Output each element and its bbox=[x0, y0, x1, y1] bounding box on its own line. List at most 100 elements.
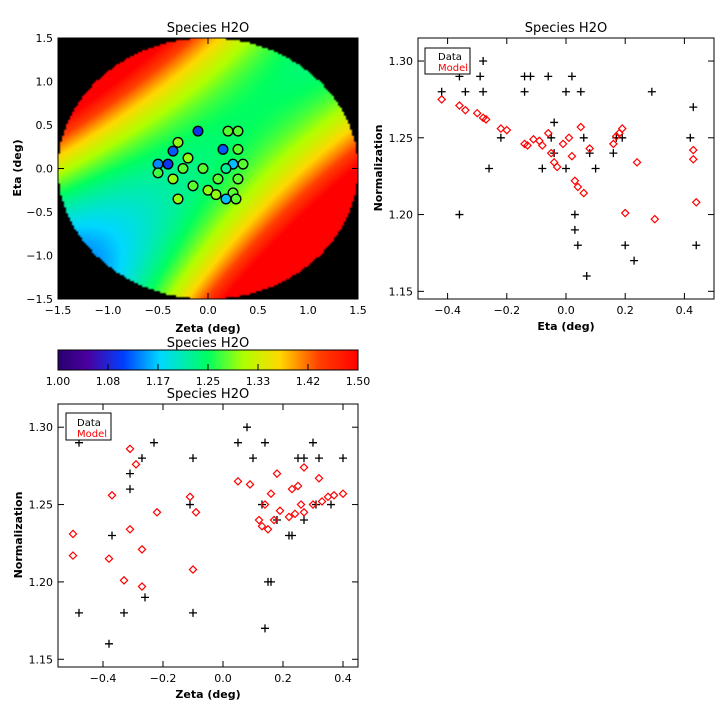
heatmap-point bbox=[192, 125, 204, 137]
eta-scatter-model-point bbox=[472, 108, 482, 118]
zeta-scatter-model-point bbox=[245, 479, 255, 489]
zeta-scatter-data-point bbox=[108, 531, 116, 540]
zeta-legend-data: Data bbox=[77, 418, 101, 429]
eta-scatter-model-point bbox=[460, 105, 470, 115]
zeta-scatter-data-point bbox=[315, 454, 323, 463]
zeta-scatter-data-point bbox=[288, 531, 296, 540]
eta-scatter-title: Species H2O bbox=[525, 21, 607, 36]
heatmap-point bbox=[167, 145, 179, 157]
eta-scatter-model-point bbox=[552, 162, 562, 172]
eta-scatter-data-point bbox=[692, 241, 701, 250]
zeta-scatter-model-point bbox=[308, 500, 318, 510]
heatmap-point bbox=[220, 193, 232, 205]
zeta-scatter-model-point bbox=[137, 544, 147, 554]
colorbar-tick-label: 1.33 bbox=[246, 375, 271, 388]
zeta-scatter-y-tick-label: 1.25 bbox=[29, 499, 54, 512]
eta-scatter-panel: Species H2O −0.4 −0.2 0.0 0.2 0.4 1.151.201.… bbox=[372, 21, 715, 333]
zeta-scatter-model-point bbox=[290, 509, 300, 519]
heatmap-y-tick-label: 0.5 bbox=[36, 119, 54, 132]
colorbar-title: Species H2O bbox=[167, 336, 249, 351]
zeta-legend-box bbox=[65, 412, 112, 441]
zeta-scatter-y-tick-label: 1.15 bbox=[29, 653, 54, 666]
zeta-scatter-x-tick-label: 0.4 bbox=[334, 672, 352, 685]
zeta-scatter-model-point bbox=[287, 484, 297, 494]
heatmap-point bbox=[220, 162, 232, 174]
zeta-scatter-model-point bbox=[68, 551, 78, 561]
eta-scatter-model-point bbox=[567, 151, 577, 161]
zeta-scatter-model-point bbox=[299, 507, 309, 517]
heatmap-point bbox=[232, 125, 244, 137]
zeta-scatter-legend: Data Model bbox=[65, 412, 112, 441]
heatmap-point bbox=[172, 193, 184, 205]
zeta-scatter-y-tick-label: 1.20 bbox=[29, 576, 54, 589]
zeta-scatter-data-point bbox=[105, 639, 113, 648]
zeta-scatter-model-point bbox=[293, 481, 303, 491]
eta-scatter-data-point bbox=[479, 87, 488, 96]
heatmap-y-tick-label: 1.5 bbox=[36, 32, 54, 45]
colorbar-ticks: 1.00 1.08 1.17 1.25 1.33 1.42 1.50 bbox=[46, 364, 370, 388]
zeta-scatter-data-point bbox=[189, 454, 197, 463]
eta-scatter-x-tick-label: −0.2 bbox=[493, 304, 520, 317]
zeta-scatter-model-point bbox=[104, 554, 114, 564]
eta-scatter-model-point bbox=[528, 134, 538, 144]
zeta-scatter-model-point bbox=[233, 476, 243, 486]
heatmap-x-tick-label: −1.5 bbox=[45, 304, 72, 317]
eta-scatter-model-point bbox=[579, 188, 589, 198]
eta-scatter-model-point bbox=[496, 124, 506, 134]
eta-scatter-model-point bbox=[611, 131, 621, 141]
heatmap-point bbox=[177, 162, 189, 174]
zeta-scatter-model-point bbox=[263, 524, 273, 534]
heatmap-point bbox=[197, 162, 209, 174]
eta-scatter-data-point bbox=[591, 164, 600, 173]
eta-scatter-model-point bbox=[688, 154, 698, 164]
eta-scatter-y-tick-label: 1.30 bbox=[389, 55, 414, 68]
zeta-scatter-y-label: Normalization bbox=[12, 492, 25, 579]
eta-scatter-data-point bbox=[630, 256, 639, 265]
zeta-scatter-data-point bbox=[339, 454, 347, 463]
zeta-scatter-model-point bbox=[269, 515, 279, 525]
eta-scatter-model-point bbox=[691, 197, 701, 207]
eta-scatter-data-point bbox=[618, 133, 627, 142]
heatmap-x-label: Zeta (deg) bbox=[175, 322, 240, 335]
eta-scatter-data-point bbox=[479, 57, 488, 66]
zeta-scatter-data-point bbox=[261, 624, 269, 633]
eta-scatter-data-point bbox=[455, 210, 464, 219]
eta-scatter-x-label: Eta (deg) bbox=[537, 320, 594, 333]
eta-scatter-data-point bbox=[579, 133, 588, 142]
zeta-scatter-model-point bbox=[137, 582, 147, 592]
heatmap-point bbox=[152, 167, 164, 179]
zeta-scatter-model-point bbox=[125, 444, 135, 454]
heatmap-y-tick-label: 1.0 bbox=[36, 76, 54, 89]
zeta-scatter-model-point bbox=[152, 507, 162, 517]
heatmap-point bbox=[187, 180, 199, 192]
heatmap-point bbox=[162, 158, 174, 170]
zeta-scatter-model-point bbox=[257, 521, 267, 531]
eta-scatter-model-point bbox=[632, 157, 642, 167]
zeta-scatter-title: Species H2O bbox=[167, 387, 249, 402]
heatmap-point bbox=[210, 189, 222, 201]
zeta-scatter-model-point bbox=[272, 469, 282, 479]
zeta-scatter-x-axis: −0.4 −0.2 0.0 0.2 0.4 bbox=[90, 404, 352, 685]
zeta-scatter-model-point bbox=[299, 462, 309, 472]
zeta-scatter-data-point bbox=[126, 485, 134, 494]
heatmap-point bbox=[182, 152, 194, 164]
zeta-scatter-model-point bbox=[266, 489, 276, 499]
eta-scatter-data-point bbox=[496, 133, 505, 142]
heatmap-point bbox=[222, 125, 234, 137]
zeta-scatter-data-point bbox=[300, 516, 308, 525]
eta-scatter-data-point bbox=[562, 164, 570, 173]
eta-scatter-y-tick-label: 1.20 bbox=[389, 209, 414, 222]
eta-scatter-data-point bbox=[576, 87, 585, 96]
eta-scatter-model-point bbox=[617, 124, 627, 134]
eta-scatter-data-point bbox=[689, 103, 698, 112]
eta-scatter-data-point bbox=[461, 87, 470, 96]
heatmap-x-tick-label: 1.0 bbox=[299, 304, 317, 317]
zeta-scatter-model-point bbox=[275, 506, 285, 516]
zeta-scatter-y-tick-label: 1.30 bbox=[29, 421, 54, 434]
zeta-scatter-model-point bbox=[296, 500, 306, 510]
eta-scatter-data-point bbox=[570, 225, 579, 234]
eta-scatter-x-tick-label: 0.2 bbox=[616, 304, 634, 317]
colorbar-tick-label: 1.17 bbox=[146, 375, 171, 388]
eta-scatter-model-point bbox=[537, 141, 547, 150]
